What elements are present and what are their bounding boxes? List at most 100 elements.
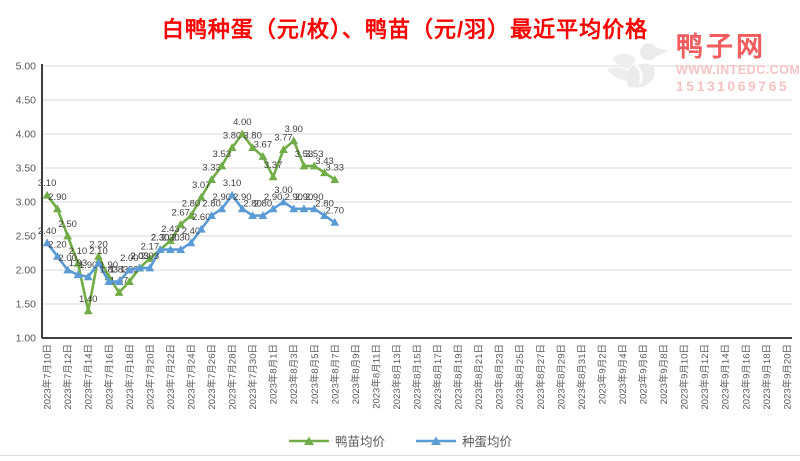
x-axis-tick-label: 2023年8月19日: [453, 344, 465, 409]
data-point-label: 2.40: [38, 226, 57, 237]
x-axis-tick-label: 2023年9月18日: [761, 344, 773, 409]
x-axis-tick-label: 2023年8月17日: [432, 344, 444, 409]
data-point-marker: [155, 245, 165, 253]
data-point-label: 2.90: [264, 192, 283, 203]
data-point-marker: [320, 168, 329, 177]
x-axis-tick-label: 2023年9月10日: [679, 344, 691, 409]
data-point-label: 2.00: [58, 253, 77, 264]
y-axis-tick-label: 1.00: [16, 333, 37, 345]
data-point-marker: [73, 270, 83, 279]
data-point-label: 1.40: [79, 294, 98, 305]
data-point-label: 1.90: [100, 260, 119, 271]
data-point-label: 2.80: [315, 199, 334, 210]
data-point-label: 1.83: [110, 265, 129, 276]
data-point-marker: [63, 231, 73, 240]
data-point-label: 3.10: [223, 178, 242, 189]
data-point-label: 2.90: [213, 192, 232, 203]
data-point-label: 4.00: [233, 117, 252, 128]
data-point-label: 2.80: [202, 199, 221, 210]
data-point-label: 2.00: [120, 253, 139, 264]
data-point-label: 1.90: [79, 260, 98, 271]
x-axis-tick-label: 2023年8月13日: [391, 344, 403, 409]
data-point-label: 3.43: [315, 156, 334, 167]
x-axis-tick-label: 2023年9月4日: [617, 344, 629, 404]
x-axis-tick-label: 2023年8月11日: [370, 344, 382, 409]
x-axis-tick-label: 2023年8月21日: [473, 344, 485, 409]
x-axis-tick-label: 2023年7月12日: [62, 344, 74, 409]
chart-title: 白鸭种蛋（元/枚）、鸭苗（元/羽）最近平均价格: [161, 17, 649, 42]
data-point-label: 2.70: [326, 205, 345, 216]
data-point-label: 2.67: [171, 207, 190, 218]
data-point-marker: [279, 145, 288, 154]
data-point-label: 2.10: [89, 246, 108, 257]
x-axis-tick-label: 2023年9月2日: [596, 344, 608, 404]
data-point-marker: [309, 204, 319, 213]
data-point-marker: [268, 172, 278, 181]
data-point-marker: [330, 175, 340, 183]
data-point-marker: [268, 204, 278, 213]
x-axis-tick-label: 2023年8月27日: [535, 344, 547, 409]
data-point-marker: [94, 252, 103, 260]
x-axis-tick-label: 2023年8月3日: [288, 344, 300, 404]
data-point-label: 2.90: [295, 192, 314, 203]
data-point-label: 2.30: [171, 233, 190, 244]
data-point-marker: [186, 211, 196, 219]
data-point-marker: [237, 129, 247, 138]
data-point-marker: [94, 258, 103, 267]
x-axis-tick-label: 2023年8月29日: [555, 344, 567, 409]
data-point-marker: [299, 204, 309, 213]
data-point-marker: [207, 175, 216, 183]
data-point-marker: [227, 190, 237, 199]
data-point-marker: [248, 211, 258, 219]
data-point-marker: [42, 190, 52, 199]
data-point-marker: [289, 136, 299, 145]
data-point-marker: [145, 254, 155, 262]
data-point-marker: [114, 288, 124, 296]
x-axis-tick-label: 2023年8月31日: [576, 344, 588, 409]
data-point-label: 2.03: [130, 251, 149, 262]
chart-legend: 鸭苗均价 种蛋均价: [0, 431, 800, 450]
data-point-marker: [217, 204, 227, 213]
data-point-label: 2.03: [141, 251, 160, 262]
data-point-label: 3.77: [274, 133, 293, 144]
data-point-label: 2.80: [254, 199, 273, 210]
data-point-marker: [217, 161, 227, 170]
data-point-label: 2.30: [151, 233, 170, 244]
data-point-marker: [145, 263, 155, 272]
data-point-marker: [237, 204, 247, 213]
data-point-marker: [227, 143, 237, 151]
data-point-label: 2.80: [243, 199, 262, 210]
data-point-label: 2.90: [284, 192, 303, 203]
duckling-series-marker-icon: [288, 436, 329, 445]
data-point-marker: [309, 161, 319, 170]
y-axis-tick-label: 2.00: [16, 265, 37, 277]
data-point-label: 3.90: [284, 124, 303, 135]
x-axis-tick-label: 2023年9月14日: [720, 344, 732, 409]
x-axis-tick-label: 2023年8月25日: [514, 344, 526, 409]
data-point-label: 2.80: [182, 199, 201, 210]
data-point-label: 2.30: [161, 233, 180, 244]
data-point-marker: [53, 204, 62, 213]
x-axis-tick-label: 2023年7月28日: [227, 344, 239, 409]
x-axis-tick-label: 2023年7月20日: [144, 344, 156, 409]
data-point-marker: [73, 258, 83, 267]
data-point-marker: [124, 277, 134, 285]
y-axis-tick-label: 4.00: [16, 129, 37, 141]
data-point-label: 3.80: [223, 131, 242, 142]
x-axis-tick-label: 2023年8月1日: [268, 344, 280, 404]
data-point-label: 2.43: [161, 224, 180, 235]
data-point-label: 3.80: [243, 131, 262, 142]
legend-label-egg: 种蛋均价: [462, 435, 513, 449]
data-point-label: 1.93: [69, 258, 88, 269]
data-point-marker: [196, 192, 206, 201]
y-axis-tick-label: 3.00: [16, 197, 37, 209]
data-point-marker: [83, 272, 93, 281]
x-axis-tick-label: 2023年9月12日: [699, 344, 711, 409]
x-axis-tick-label: 2023年7月16日: [103, 344, 115, 409]
data-point-label: 2.40: [182, 226, 201, 237]
data-point-label: 3.00: [274, 185, 293, 196]
data-point-marker: [83, 306, 93, 315]
data-point-marker: [124, 265, 134, 274]
data-point-label: 2.20: [48, 239, 67, 250]
data-point-marker: [196, 224, 206, 233]
